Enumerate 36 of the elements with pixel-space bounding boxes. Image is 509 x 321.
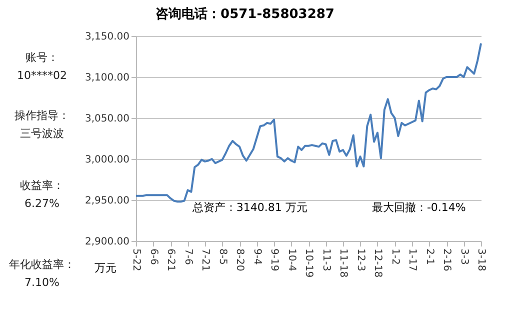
x-tick-label: 12-3	[354, 248, 366, 272]
x-tick-label: 2-1	[424, 248, 435, 265]
x-tick-label: 5-22	[130, 248, 142, 272]
y-axis-title: 万元	[94, 262, 116, 274]
y-tick-label: 3,150.00	[84, 32, 130, 42]
x-tick-label: 9-4	[251, 248, 262, 265]
x-tick-label: 8-5	[216, 248, 228, 265]
x-tick-label: 6-21	[165, 248, 176, 272]
y-tick-label: 3,000.00	[84, 154, 130, 166]
x-tick-label: 3-18	[476, 248, 486, 272]
x-tick-label: 11-18	[338, 248, 348, 278]
y-tick-label: 3,100.00	[84, 72, 130, 84]
x-tick-label: 2-16	[441, 248, 452, 272]
text: 账号：10****02	[17, 51, 67, 82]
x-tick-label: 1-17	[406, 248, 418, 272]
x-tick-label: 8-20	[234, 248, 245, 272]
y-tick-label: 2,950.00	[84, 196, 130, 206]
x-tick-label: 10-19	[303, 248, 314, 278]
x-tick-label: 7-21	[200, 248, 210, 272]
x-tick-label: 10-4	[286, 248, 297, 272]
x-tick-label: 3-3	[458, 248, 470, 265]
chart-title: 咨询电话：0571-85803287	[156, 6, 334, 22]
text: 收益率：6.27%	[20, 179, 64, 210]
x-tick-label: 7-6	[182, 248, 194, 265]
annotation: 最大回撤：-0.14%	[372, 201, 466, 214]
text: 操作指导：三号波波	[14, 109, 70, 140]
x-tick-label: 9-19	[268, 248, 280, 272]
x-tick-label: 12-18	[372, 248, 383, 278]
text: 年化收益率：7.10%	[9, 258, 75, 289]
x-tick-label: 11-3	[320, 248, 332, 272]
annotation: 总资产：3140.81 万元	[191, 201, 308, 214]
y-tick-label: 2,900.00	[84, 236, 130, 248]
x-tick-label: 1-2	[389, 248, 400, 265]
x-tick-label: 6-6	[148, 248, 159, 265]
y-tick-label: 3,050.00	[84, 114, 130, 124]
line-series	[135, 42, 482, 203]
